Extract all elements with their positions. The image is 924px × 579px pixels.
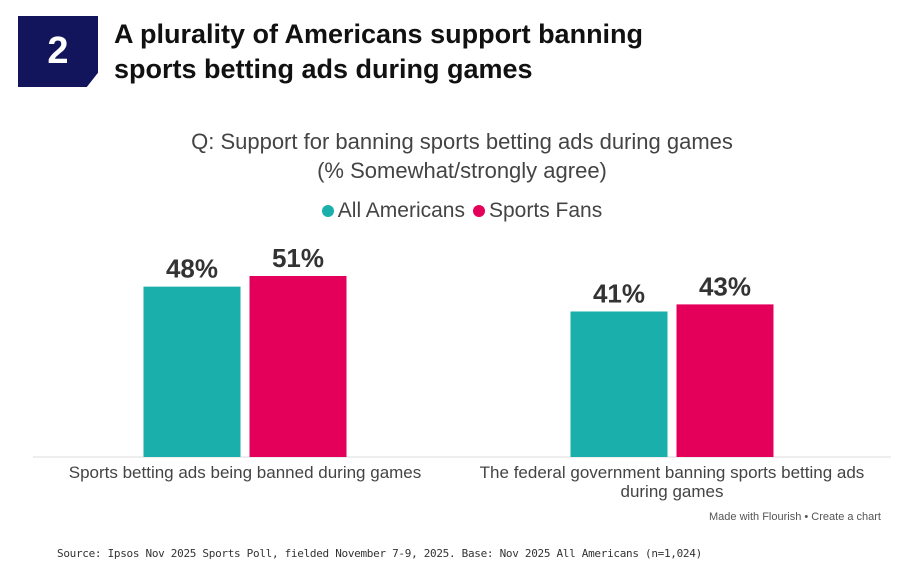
chart-legend: All Americans Sports Fans <box>0 199 924 223</box>
chart-title: Q: Support for banning sports betting ad… <box>191 129 733 154</box>
data-label-all-americans-0: 48% <box>166 254 218 284</box>
bar-all-americans-0[interactable] <box>143 286 241 457</box>
bar-all-americans-1[interactable] <box>570 311 668 457</box>
source-note: Source: Ipsos Nov 2025 Sports Poll, fiel… <box>57 547 702 560</box>
category-label-0: Sports betting ads being banned during g… <box>68 463 422 482</box>
legend-item-sports-fans[interactable]: Sports Fans <box>473 199 602 223</box>
headline: A plurality of Americans support banning… <box>114 19 644 84</box>
flourish-credit-link[interactable]: Made with Flourish • Create a chart <box>709 511 881 523</box>
data-label-sports-fans-1: 43% <box>699 271 751 301</box>
legend-swatch-sports-fans <box>473 205 485 217</box>
section-number: 2 <box>47 30 69 72</box>
bar-sports-fans-0[interactable] <box>249 276 347 457</box>
chart-title-block: Q: Support for banning sports betting ad… <box>0 127 924 185</box>
data-label-all-americans-1: 41% <box>593 278 645 308</box>
category-label-1: The federal government banning sports be… <box>479 463 865 501</box>
data-label-sports-fans-0: 51% <box>272 243 324 273</box>
legend-swatch-all-americans <box>321 205 334 217</box>
section-number-badge: 2 <box>18 16 98 87</box>
chart-subtitle: (% Somewhat/strongly agree) <box>317 158 607 183</box>
legend-label-all-americans: All Americans <box>337 199 465 222</box>
legend-item-all-americans[interactable]: All Americans <box>321 199 465 223</box>
bar-sports-fans-1[interactable] <box>676 304 774 457</box>
legend-label-sports-fans: Sports Fans <box>489 199 603 222</box>
